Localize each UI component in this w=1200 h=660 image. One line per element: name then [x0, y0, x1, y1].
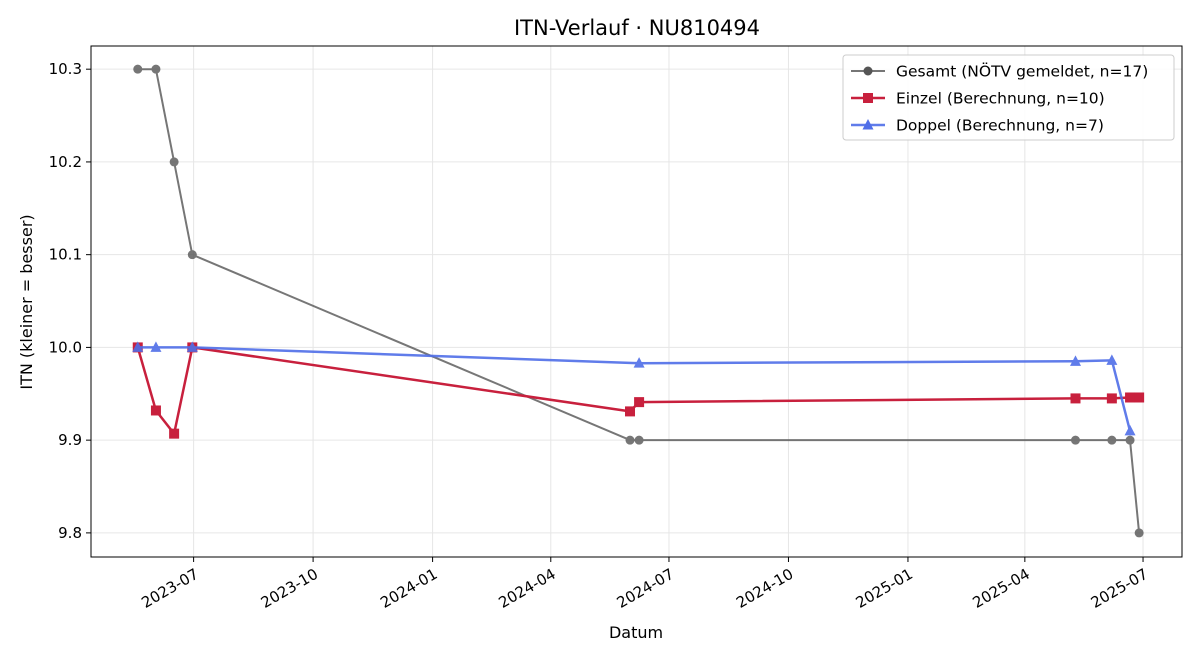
data-point [625, 406, 636, 417]
data-point [1106, 393, 1117, 404]
series-triangle [132, 341, 1136, 436]
y-tick-label: 10.2 [49, 153, 82, 171]
x-tick-label: 2024-10 [733, 565, 796, 612]
data-point [1069, 355, 1081, 366]
data-point [625, 435, 635, 445]
data-point [1134, 528, 1144, 538]
data-point [150, 405, 161, 416]
x-axis: 2023-07 2023-10 2024-01 2024-04 2024-07 2024-… [138, 557, 1151, 612]
data-point [634, 397, 645, 408]
y-tick-label: 9.9 [58, 431, 82, 449]
data-point [132, 341, 144, 352]
legend-item: Doppel (Berechnung, n=7) [851, 117, 1104, 135]
x-axis-title: Datum [609, 623, 663, 642]
y-tick-label: 9.8 [58, 524, 82, 542]
data-point [633, 357, 645, 368]
data-point [1124, 424, 1136, 436]
plot-frame [90, 45, 1183, 558]
legend-item: Einzel (Berechnung, n=10) [851, 90, 1105, 108]
y-tick-label: 10.0 [49, 338, 82, 356]
y-tick-label: 10.1 [49, 246, 82, 264]
data-point [1107, 435, 1117, 445]
legend-item: Gesamt (NÖTV gemeldet, n=17) [851, 62, 1148, 81]
data-point [1070, 393, 1081, 404]
x-tick-label: 2023-10 [258, 565, 321, 612]
y-axis-title: ITN (kleiner = besser) [17, 214, 36, 389]
data-point [169, 428, 180, 439]
legend-swatch-marker [863, 93, 873, 103]
data-point [1106, 354, 1118, 365]
grid [91, 46, 1182, 557]
data-point [1125, 392, 1136, 403]
legend-label: Gesamt (NÖTV gemeldet, n=17) [896, 62, 1148, 81]
x-tick-label: 2024-01 [377, 565, 440, 612]
series-line [137, 346, 1132, 432]
series-square [132, 342, 1145, 439]
data-point [150, 341, 162, 352]
data-point [1125, 435, 1135, 445]
chart-title: ITN-Verlauf · NU810494 [514, 16, 760, 40]
x-tick-label: 2024-07 [614, 565, 677, 612]
series-line [137, 68, 1141, 533]
legend: Gesamt (NÖTV gemeldet, n=17) Einzel (Bere… [842, 54, 1175, 141]
series-circle [133, 64, 1144, 538]
data-point [1134, 392, 1145, 403]
x-tick-label: 2025-07 [1088, 565, 1151, 612]
x-tick-label: 2024-04 [495, 565, 558, 612]
legend-label: Einzel (Berechnung, n=10) [896, 90, 1105, 108]
legend-swatch-marker [862, 119, 874, 130]
data-point [1070, 435, 1080, 445]
y-tick-label: 10.3 [49, 60, 82, 78]
x-tick-label: 2023-07 [138, 565, 201, 612]
x-tick-label: 2025-01 [853, 565, 916, 612]
legend-label: Doppel (Berechnung, n=7) [896, 117, 1104, 135]
data-point [169, 157, 179, 167]
data-point [634, 435, 644, 445]
series-layer [132, 64, 1145, 538]
legend-swatch-marker [863, 66, 873, 76]
x-tick-label: 2025-04 [970, 565, 1033, 612]
legend-box [842, 54, 1175, 141]
data-point [133, 64, 143, 74]
data-point [186, 341, 198, 352]
data-point [187, 250, 197, 260]
y-axis: 9.8 9.9 10.0 10.1 10.2 10.3 [49, 60, 91, 542]
data-point [151, 64, 161, 74]
